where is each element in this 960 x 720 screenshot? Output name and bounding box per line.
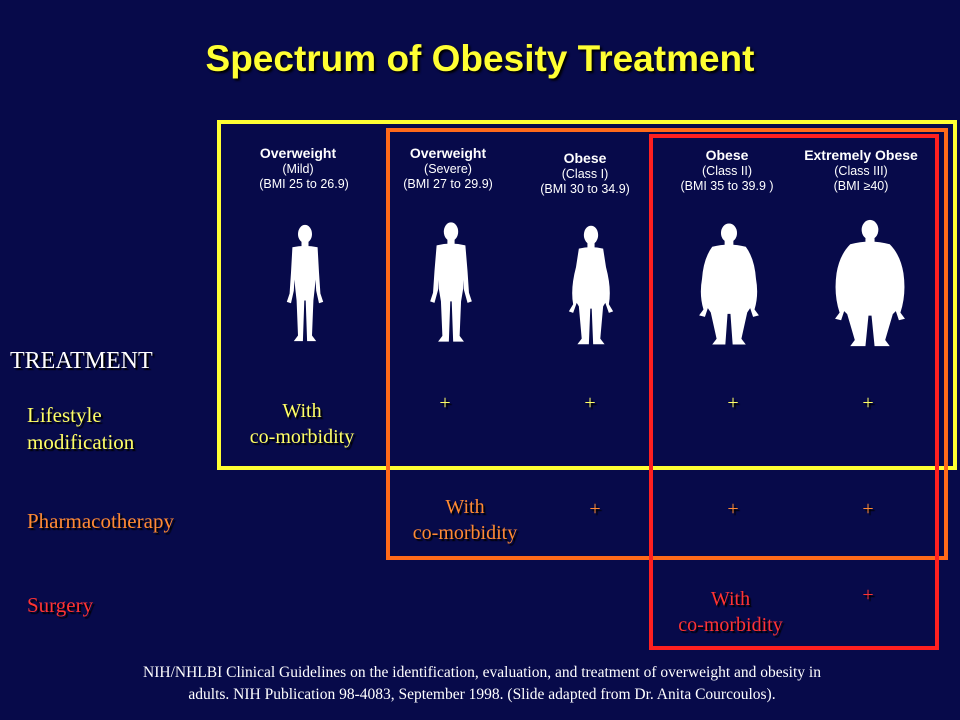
row-label-lifestyle-modification: Lifestyle modification bbox=[27, 402, 134, 457]
lifestyle-cell-obese-class-2: + bbox=[727, 392, 739, 414]
category-obese-class-1: Obese (Class I) (BMI 30 to 34.9) bbox=[515, 150, 655, 197]
cell-line: With bbox=[445, 496, 485, 518]
surgery-range-box bbox=[649, 134, 939, 650]
cell-line: With bbox=[710, 588, 751, 610]
category-bmi: (BMI ≥40) bbox=[833, 178, 889, 193]
slide-title: Spectrum of Obesity Treatment bbox=[205, 38, 755, 79]
body-silhouette-extremely-obese-icon bbox=[835, 219, 905, 347]
category-obese-class-2: Obese (Class II) (BMI 35 to 39.9 ) bbox=[652, 147, 802, 194]
category-name: Overweight bbox=[259, 145, 337, 161]
pharmacotherapy-cell-overweight-severe: With co-morbidity bbox=[385, 494, 545, 546]
category-name: Overweight bbox=[409, 145, 487, 161]
category-bmi: (BMI 25 to 26.9) bbox=[259, 176, 349, 191]
cell-line: co-morbidity bbox=[678, 614, 783, 636]
cell-line: co-morbidity bbox=[412, 522, 518, 544]
category-extremely-obese: Extremely Obese (Class III) (BMI ≥40) bbox=[785, 147, 937, 194]
category-bmi: (BMI 30 to 34.9) bbox=[540, 181, 630, 196]
category-name: Obese bbox=[563, 150, 607, 166]
surgery-cell-obese-class-2: With co-morbidity bbox=[648, 586, 813, 638]
row-label-line: modification bbox=[27, 430, 135, 455]
row-label-pharmacotherapy: Pharmacotherapy bbox=[27, 509, 174, 533]
body-silhouette-obese-class-1-icon bbox=[568, 225, 614, 345]
category-class: (Mild) bbox=[282, 161, 314, 176]
category-overweight-severe: Overweight (Severe) (BMI 27 to 29.9) bbox=[378, 145, 518, 192]
pharmacotherapy-range-box bbox=[386, 128, 948, 560]
category-bmi: (BMI 27 to 29.9) bbox=[403, 176, 493, 191]
lifestyle-cell-overweight-severe: + bbox=[439, 392, 451, 414]
treatment-header: TREATMENT bbox=[10, 348, 153, 374]
cell-line: co-morbidity bbox=[249, 426, 355, 448]
row-label-line: Lifestyle bbox=[27, 403, 102, 427]
category-class: (Severe) bbox=[424, 161, 472, 176]
category-class: (Class I) bbox=[561, 166, 609, 181]
category-class: (Class III) bbox=[834, 163, 888, 178]
citation-footnote: NIH/NHLBI Clinical Guidelines on the ide… bbox=[22, 662, 942, 705]
lifestyle-cell-extremely-obese: + bbox=[862, 392, 874, 414]
pharmacotherapy-cell-obese-class-2: + bbox=[727, 498, 739, 520]
body-silhouette-overweight-severe-icon bbox=[430, 222, 472, 342]
body-silhouette-overweight-mild-icon bbox=[286, 224, 324, 342]
row-label-surgery: Surgery bbox=[27, 593, 94, 617]
category-bmi: (BMI 35 to 39.9 ) bbox=[680, 178, 774, 193]
category-name: Extremely Obese bbox=[804, 147, 918, 163]
pharmacotherapy-cell-obese-class-1: + bbox=[589, 498, 601, 520]
pharmacotherapy-cell-extremely-obese: + bbox=[862, 498, 874, 520]
footnote-line: NIH/NHLBI Clinical Guidelines on the ide… bbox=[143, 664, 821, 681]
category-overweight-mild: Overweight (Mild) (BMI 25 to 26.9) bbox=[228, 145, 368, 192]
body-silhouette-obese-class-2-icon bbox=[699, 223, 759, 345]
category-class: (Class II) bbox=[702, 163, 752, 178]
cell-line: With bbox=[282, 400, 322, 422]
surgery-cell-extremely-obese: + bbox=[862, 584, 874, 606]
lifestyle-cell-overweight-mild: With co-morbidity bbox=[222, 398, 382, 450]
lifestyle-cell-obese-class-1: + bbox=[584, 392, 596, 414]
category-name: Obese bbox=[705, 147, 749, 163]
lifestyle-range-box bbox=[217, 120, 957, 470]
footnote-line: adults. NIH Publication 98-4083, Septemb… bbox=[188, 685, 776, 703]
